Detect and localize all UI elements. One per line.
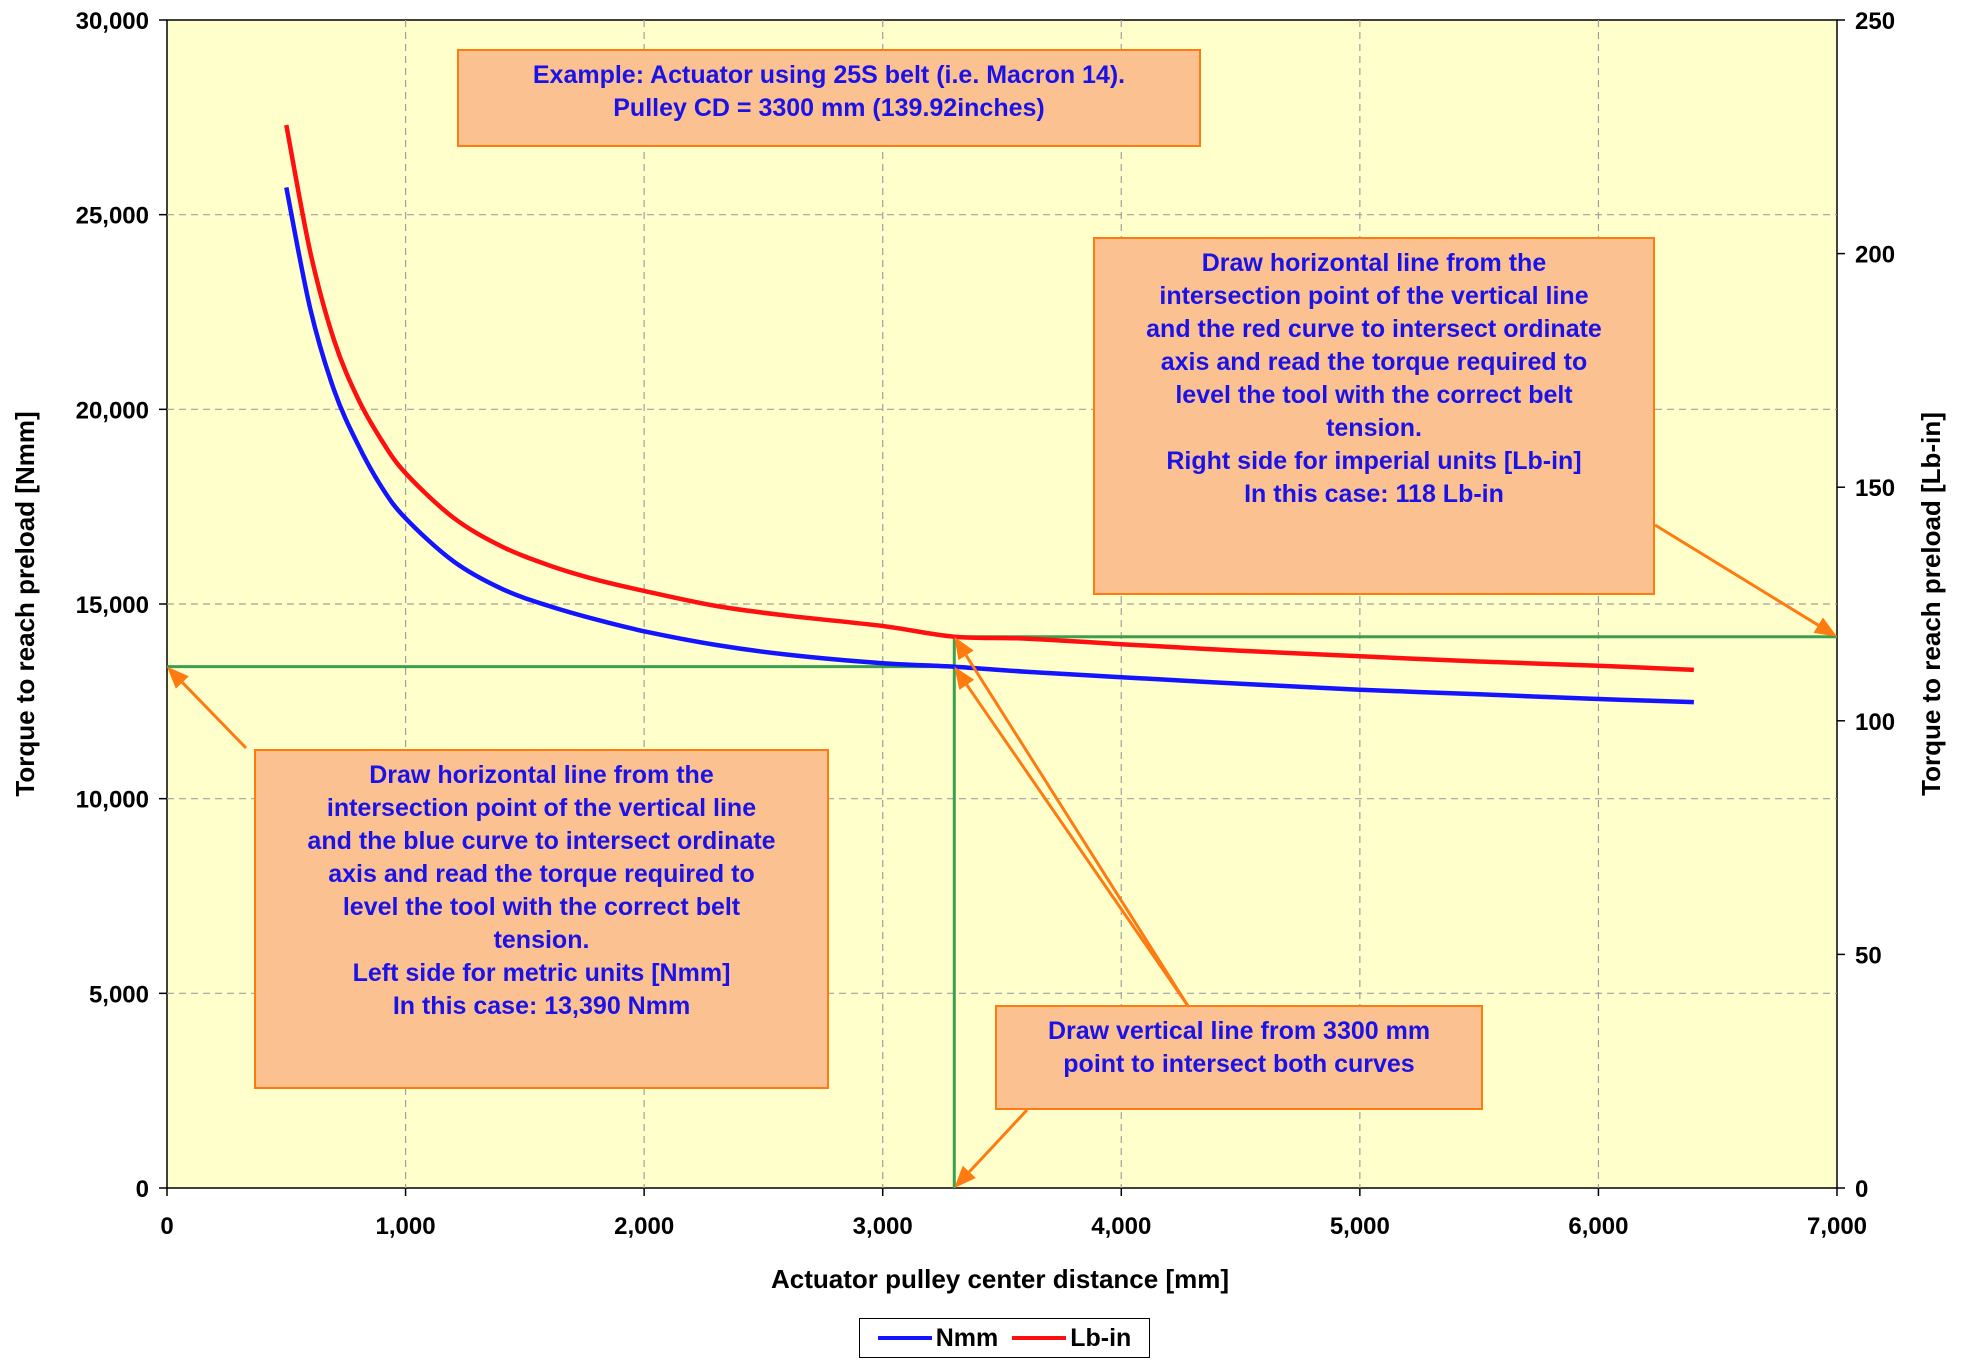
arrow-to-blue-intersection — [965, 683, 1190, 1007]
y2-axis-label: Torque to reach preload [Lb-in] — [1916, 412, 1946, 796]
legend-label-nmm: Nmm — [935, 1323, 999, 1352]
annotation-line: axis and read the torque required to — [328, 860, 755, 888]
annotation-line: Left side for metric units [Nmm] — [352, 959, 731, 987]
annotation-line: Example: Actuator using 25S belt (i.e. M… — [532, 61, 1126, 89]
arrow-to-x-axis — [968, 1108, 1029, 1173]
annotation-line: tension. — [493, 926, 590, 954]
y2-tick-label: 150 — [1855, 475, 1895, 502]
annotation-line: intersection point of the vertical line — [1159, 282, 1589, 310]
annotation-metric: Draw horizontal line from the intersecti… — [254, 749, 829, 1089]
annotation-line: level the tool with the correct belt — [1175, 381, 1573, 409]
x-tick-label: 7,000 — [1807, 1213, 1867, 1240]
legend-swatch-nmm — [877, 1336, 932, 1340]
annotation-line: Draw horizontal line from the — [369, 761, 714, 789]
x-axis-label: Actuator pulley center distance [mm] — [771, 1264, 1229, 1294]
annotation-example: Example: Actuator using 25S belt (i.e. M… — [457, 49, 1201, 147]
y2-tick-label: 200 — [1855, 242, 1895, 269]
guide-lines — [167, 635, 1837, 1188]
data-curves — [284, 124, 1694, 705]
legend-label-lbin: Lb-in — [1070, 1323, 1132, 1352]
arrow-to-x-axis-head — [954, 1165, 976, 1188]
annotation-line: intersection point of the vertical line — [326, 794, 757, 822]
x-tick-label: 1,000 — [376, 1213, 436, 1240]
y-tick-label: 0 — [136, 1176, 149, 1203]
x-tick-label: 0 — [160, 1213, 173, 1240]
x-tick-label: 2,000 — [614, 1213, 674, 1240]
annotation-line: Draw vertical line from 3300 mm — [1047, 1017, 1431, 1045]
annotation-vertical: Draw vertical line from 3300 mm point to… — [995, 1005, 1483, 1110]
y-tick-label: 25,000 — [76, 203, 149, 230]
legend-item-nmm: Nmm — [877, 1323, 999, 1353]
annotation-line: Right side for imperial units [Lb-in] — [1166, 447, 1582, 475]
legend-item-lbin: Lb-in — [1012, 1324, 1131, 1353]
legend-swatch-lbin — [1012, 1336, 1067, 1340]
annotation-line: tension. — [1326, 414, 1422, 442]
x-tick-label: 6,000 — [1568, 1213, 1628, 1240]
arrow-to-blue-intersection-head — [954, 666, 975, 690]
annotation-line: and the blue curve to intersect ordinate — [307, 827, 776, 855]
y-tick-label: 10,000 — [76, 787, 149, 814]
y-tick-label: 20,000 — [76, 397, 149, 424]
arrow-to-red-intersection — [964, 654, 1190, 1007]
annotation-line: axis and read the torque required to — [1160, 348, 1588, 376]
annotation-line: level the tool with the correct belt — [342, 893, 741, 921]
annotation-line: point to intersect both curves — [1063, 1050, 1415, 1078]
y2-tick-label: 50 — [1855, 942, 1882, 969]
series-line-nmm — [284, 186, 1694, 705]
annotation-arrows — [167, 523, 1837, 1188]
x-tick-label: 3,000 — [853, 1213, 913, 1240]
annotation-line: In this case: 13,390 Nmm — [392, 992, 691, 1020]
arrow-to-left-axis-head — [167, 666, 189, 689]
x-tick-label: 4,000 — [1091, 1213, 1151, 1240]
series-line-lb-in — [284, 124, 1694, 673]
arrow-to-left-axis — [181, 681, 248, 750]
y-tick-label: 30,000 — [76, 8, 149, 35]
y-tick-label: 15,000 — [76, 592, 149, 619]
y2-tick-label: 0 — [1855, 1176, 1868, 1203]
y2-tick-label: 250 — [1855, 8, 1895, 35]
arrow-to-red-intersection-head — [954, 636, 974, 661]
annotation-line: and the red curve to intersect ordinate — [1146, 315, 1602, 343]
legend: Nmm Lb-in — [859, 1318, 1150, 1358]
axes: 0 1,000 2,000 3,000 4,000 5,000 6,000 7,000 0 5,0… — [76, 8, 1895, 1240]
arrow-to-right-axis-head — [1813, 617, 1837, 637]
annotation-line: In this case: 118 Lb-in — [1244, 480, 1504, 508]
y2-tick-label: 100 — [1855, 709, 1895, 736]
annotation-imperial: Draw horizontal line from the intersecti… — [1093, 237, 1655, 595]
arrow-to-right-axis — [1654, 523, 1820, 627]
x-tick-label: 5,000 — [1330, 1213, 1390, 1240]
y-tick-label: 5,000 — [89, 981, 149, 1008]
annotation-line: Draw horizontal line from the — [1201, 249, 1547, 277]
annotation-line: Pulley CD = 3300 mm (139.92inches) — [613, 94, 1045, 122]
y-axis-label: Torque to reach preload [Nmm] — [10, 411, 40, 796]
